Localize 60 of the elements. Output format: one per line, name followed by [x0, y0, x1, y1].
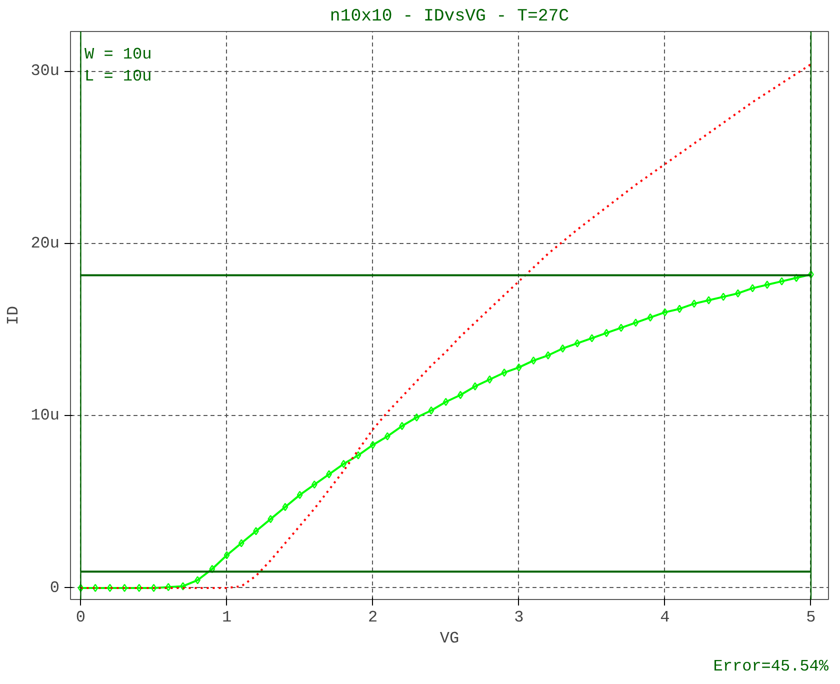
point — [735, 289, 741, 298]
y-tick-label: 20u — [30, 234, 60, 252]
point — [326, 470, 332, 478]
point — [428, 406, 434, 415]
point — [370, 440, 376, 450]
point — [92, 584, 98, 592]
point — [340, 460, 347, 468]
point — [180, 582, 186, 590]
point — [472, 382, 478, 390]
point — [632, 318, 639, 327]
point — [574, 339, 580, 348]
point — [706, 296, 712, 304]
point — [296, 490, 303, 500]
point — [78, 584, 84, 592]
x-tick-label: 5 — [806, 608, 816, 626]
point — [414, 413, 420, 422]
point — [793, 274, 800, 282]
point — [588, 334, 595, 342]
point — [750, 284, 756, 292]
point — [194, 576, 200, 584]
point — [238, 539, 244, 548]
point — [647, 313, 654, 322]
point — [560, 344, 566, 353]
chart-title: n10x10 - IDvsVG - T=27C — [330, 8, 570, 26]
point — [282, 502, 288, 512]
point — [501, 368, 508, 377]
point — [676, 304, 682, 313]
y-tick-label: 30u — [30, 62, 60, 80]
x-tick-label: 2 — [368, 608, 378, 626]
point — [720, 292, 726, 301]
point — [311, 480, 318, 489]
point — [384, 432, 390, 440]
point — [165, 582, 172, 592]
point — [516, 363, 522, 372]
x-axis-title: VG — [440, 630, 460, 648]
point — [224, 551, 230, 560]
x-tick-label: 0 — [76, 608, 86, 626]
x-tick-label: 4 — [660, 608, 670, 626]
point — [662, 308, 668, 316]
y-tick-label: 10u — [30, 406, 60, 425]
point — [136, 584, 142, 592]
x-tick-label: 1 — [222, 608, 232, 626]
x-tick-label: 3 — [514, 608, 524, 626]
y-tick-label: 0 — [50, 578, 60, 597]
point — [442, 398, 449, 406]
point — [618, 324, 624, 332]
point — [355, 451, 362, 460]
point — [778, 277, 785, 286]
point — [486, 375, 493, 384]
point — [150, 584, 157, 592]
annotation: W = 10u — [84, 46, 152, 64]
text: Error=45.54% — [713, 658, 829, 676]
point — [691, 300, 698, 308]
annotation: L = 10u — [84, 68, 152, 86]
point — [209, 564, 216, 574]
point — [764, 280, 770, 289]
point — [268, 514, 274, 524]
y-axis-title: ID — [4, 306, 23, 326]
point — [253, 527, 259, 536]
point — [545, 351, 552, 360]
